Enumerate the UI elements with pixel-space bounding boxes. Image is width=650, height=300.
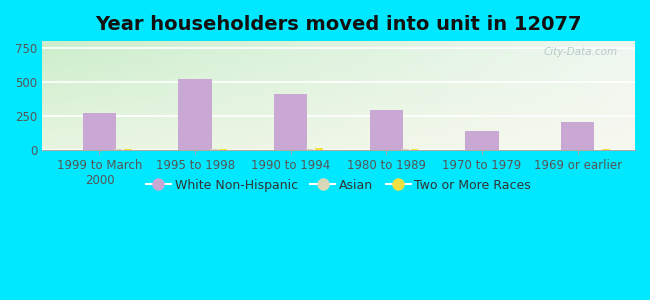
Bar bbox=[210, 149, 218, 150]
Bar bbox=[220, 149, 227, 150]
Bar bbox=[370, 110, 403, 150]
Bar bbox=[83, 113, 116, 150]
Bar bbox=[401, 149, 409, 150]
Bar bbox=[178, 80, 212, 150]
Bar bbox=[561, 122, 594, 150]
Legend: White Non-Hispanic, Asian, Two or More Races: White Non-Hispanic, Asian, Two or More R… bbox=[141, 174, 536, 196]
Text: City-Data.com: City-Data.com bbox=[543, 46, 618, 57]
Bar bbox=[465, 131, 499, 150]
Bar bbox=[306, 149, 313, 150]
Title: Year householders moved into unit in 12077: Year householders moved into unit in 120… bbox=[96, 15, 582, 34]
Bar bbox=[124, 149, 131, 150]
Bar bbox=[315, 148, 323, 150]
Bar bbox=[274, 94, 307, 150]
Bar bbox=[411, 149, 419, 150]
Bar bbox=[602, 149, 610, 150]
Bar bbox=[114, 149, 122, 150]
